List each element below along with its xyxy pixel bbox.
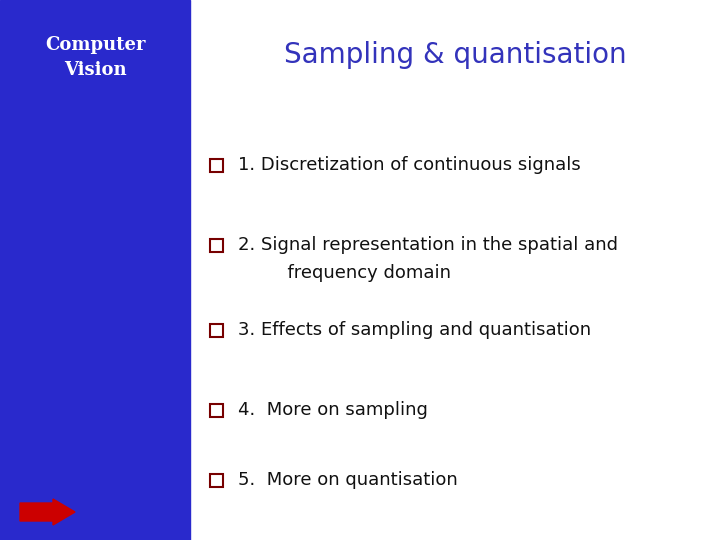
Bar (210, 403, 223, 416)
FancyArrow shape (20, 499, 75, 525)
Text: 1. Discretization of continuous signals: 1. Discretization of continuous signals (238, 156, 581, 174)
Text: frequency domain: frequency domain (253, 264, 451, 282)
Bar (210, 323, 223, 336)
Bar (210, 239, 223, 252)
Text: Sampling & quantisation: Sampling & quantisation (284, 41, 626, 69)
Text: Computer: Computer (45, 36, 145, 54)
Bar (210, 159, 223, 172)
Bar (210, 474, 223, 487)
Text: Vision: Vision (63, 61, 126, 79)
Text: 2. Signal representation in the spatial and: 2. Signal representation in the spatial … (238, 236, 618, 254)
Text: 5.  More on quantisation: 5. More on quantisation (238, 471, 458, 489)
Text: 4.  More on sampling: 4. More on sampling (238, 401, 428, 419)
Text: 3. Effects of sampling and quantisation: 3. Effects of sampling and quantisation (238, 321, 591, 339)
Bar (0, 0, 190, 540)
